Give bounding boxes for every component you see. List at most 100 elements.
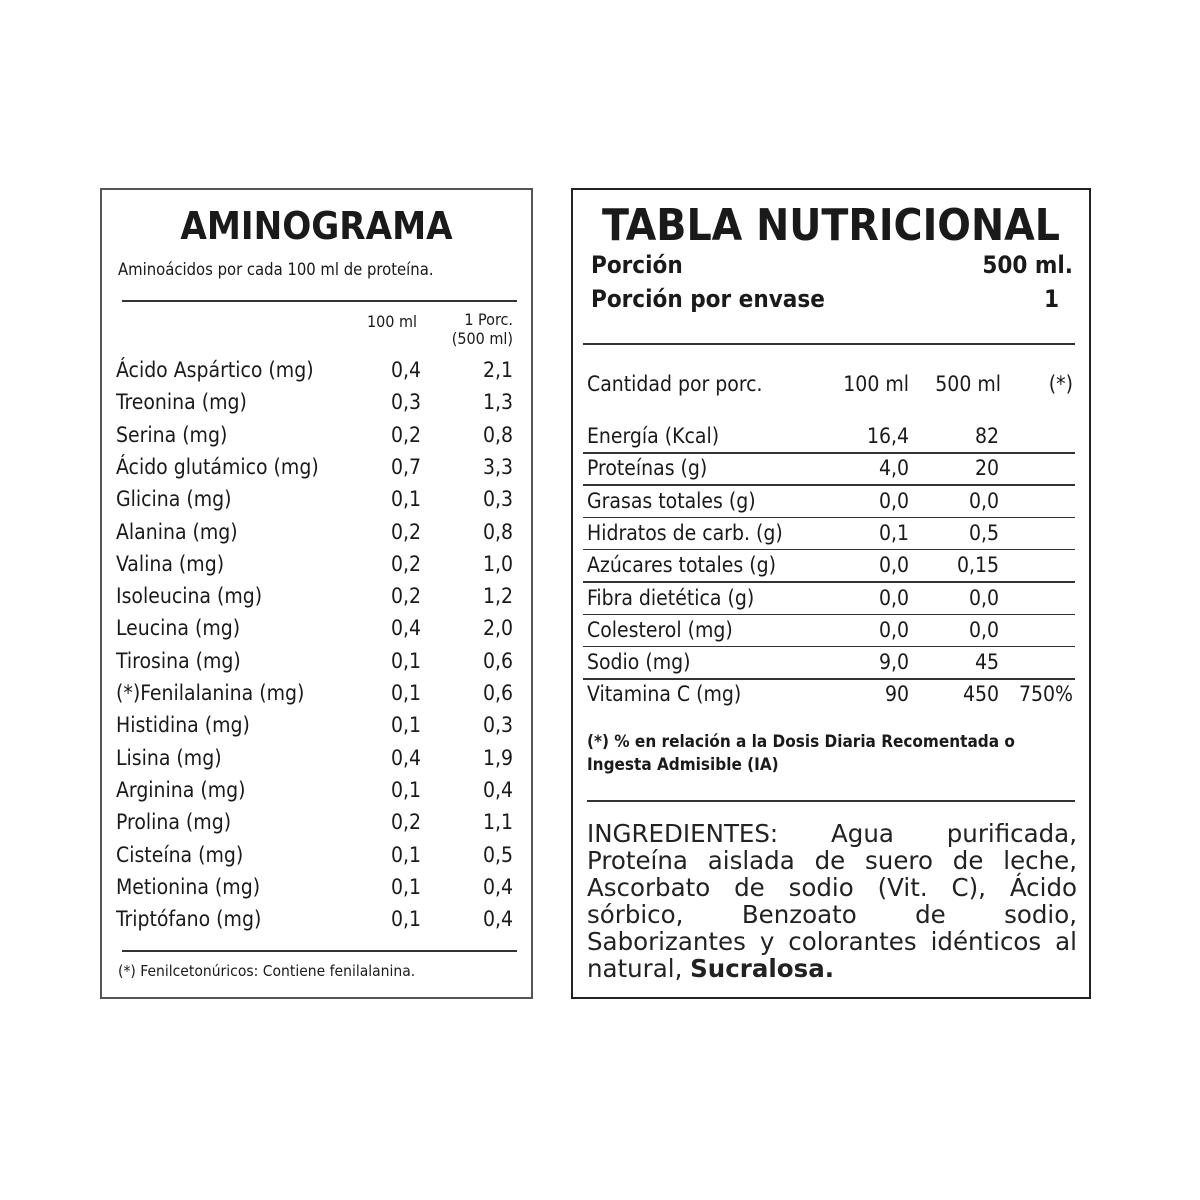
- amino-row: Arginina (mg) 0,1 0,4: [102, 778, 531, 810]
- nutrient-100ml: 0,1: [878, 520, 909, 545]
- amino-100ml: 0,4: [390, 358, 421, 382]
- nutrient-row: Hidratos de carb. (g) 0,1 0,5: [573, 521, 1089, 553]
- amino-100ml: 0,4: [390, 745, 421, 770]
- nutrient-name: Proteínas (g): [587, 456, 708, 481]
- amino-porcion: 2,0: [482, 616, 513, 641]
- amino-row: Prolina (mg) 0,2 1,1: [102, 810, 531, 842]
- tabla-nutricional-panel: TABLA NUTRICIONAL Porción 500 ml. Porció…: [571, 188, 1091, 999]
- amino-100ml: 0,2: [390, 810, 421, 835]
- amino-porcion: 0,3: [482, 487, 513, 512]
- row-divider: [583, 484, 1075, 486]
- amino-name: Treonina (mg): [116, 390, 247, 415]
- amino-porcion: 2,1: [482, 358, 513, 382]
- header-100ml: 100 ml: [843, 372, 909, 396]
- amino-100ml: 0,1: [390, 842, 421, 867]
- amino-porcion: 1,3: [482, 390, 513, 415]
- col-header-porcion-line2: (500 ml): [451, 329, 513, 348]
- amino-porcion: 0,4: [482, 777, 513, 802]
- porcion-label: Porción: [591, 251, 683, 279]
- col-header-100ml: 100 ml: [366, 312, 417, 331]
- nutrient-100ml: 16,4: [866, 424, 909, 448]
- nutrient-name: Sodio (mg): [587, 650, 691, 675]
- nutrient-500ml: 0,0: [968, 617, 999, 642]
- amino-row: Ácido Aspártico (mg) 0,4 2,1: [102, 358, 531, 390]
- amino-row: Metionina (mg) 0,1 0,4: [102, 875, 531, 907]
- nutrient-name: Vitamina C (mg): [587, 682, 742, 707]
- amino-name: Glicina (mg): [116, 487, 232, 512]
- nutrient-100ml: 0,0: [878, 617, 909, 642]
- amino-porcion: 0,8: [482, 422, 513, 447]
- nutricional-title: TABLA NUTRICIONAL: [602, 200, 1060, 251]
- amino-row: Cisteína (mg) 0,1 0,5: [102, 843, 531, 875]
- nutrient-100ml: 0,0: [878, 553, 909, 578]
- porcion-envase-value: 1: [1043, 285, 1059, 313]
- amino-name: Prolina (mg): [116, 810, 232, 835]
- amino-100ml: 0,4: [390, 616, 421, 641]
- amino-porcion: 1,1: [482, 810, 513, 835]
- col-header-porcion: 1 Porc. (500 ml): [452, 310, 513, 348]
- nutrient-name: Energía (Kcal): [587, 424, 720, 448]
- divider: [122, 950, 517, 952]
- nutrient-percent: 750%: [1018, 682, 1073, 707]
- nutrient-row: Grasas totales (g) 0,0 0,0: [573, 489, 1089, 521]
- amino-name: (*)Fenilalanina (mg): [116, 681, 305, 705]
- nutrient-500ml: 0,0: [968, 488, 999, 513]
- divider: [583, 343, 1075, 345]
- header-500ml: 500 ml: [935, 372, 1001, 396]
- amino-row: Treonina (mg) 0,3 1,3: [102, 390, 531, 422]
- amino-row: Alanina (mg) 0,2 0,8: [102, 520, 531, 552]
- amino-100ml: 0,3: [390, 390, 421, 415]
- amino-100ml: 0,1: [390, 874, 421, 899]
- nutrient-500ml: 0,15: [956, 553, 999, 578]
- amino-100ml: 0,1: [390, 648, 421, 673]
- row-divider: [583, 581, 1075, 583]
- nutrient-row: Colesterol (mg) 0,0 0,0: [573, 618, 1089, 650]
- nutrient-100ml: 9,0: [878, 650, 909, 675]
- nutrient-name: Fibra dietética (g): [587, 585, 755, 610]
- amino-porcion: 0,5: [482, 842, 513, 867]
- nutrient-500ml: 450: [962, 682, 999, 707]
- amino-100ml: 0,1: [390, 777, 421, 802]
- amino-name: Arginina (mg): [116, 777, 246, 802]
- amino-100ml: 0,1: [390, 487, 421, 512]
- row-divider: [583, 516, 1075, 519]
- amino-100ml: 0,2: [390, 584, 421, 609]
- header-percent: (*): [1048, 372, 1073, 396]
- amino-name: Valina (mg): [116, 551, 225, 576]
- amino-100ml: 0,2: [390, 551, 421, 576]
- amino-name: Lisina (mg): [116, 745, 222, 770]
- nutrient-500ml: 0,5: [968, 520, 999, 545]
- amino-porcion: 1,2: [482, 584, 513, 609]
- row-divider: [583, 548, 1075, 551]
- amino-row: Histidina (mg) 0,1 0,3: [102, 713, 531, 745]
- nutrient-row: Vitamina C (mg) 90 450 750%: [573, 682, 1089, 714]
- amino-row: Glicina (mg) 0,1 0,3: [102, 487, 531, 519]
- amino-row: (*)Fenilalanina (mg) 0,1 0,6: [102, 681, 531, 713]
- nutrient-name: Hidratos de carb. (g): [587, 520, 783, 545]
- divider: [587, 800, 1075, 802]
- nutricional-footnote: (*) % en relación a la Dosis Diaria Reco…: [587, 731, 1015, 777]
- amino-row: Triptófano (mg) 0,1 0,4: [102, 907, 531, 939]
- amino-100ml: 0,1: [390, 907, 421, 932]
- nutrient-row: Fibra dietética (g) 0,0 0,0: [573, 586, 1089, 618]
- aminograma-title: AMINOGRAMA: [180, 204, 453, 248]
- nutrient-row: Sodio (mg) 9,0 45: [573, 650, 1089, 682]
- amino-name: Triptófano (mg): [116, 907, 262, 932]
- nutrient-500ml: 0,0: [968, 585, 999, 610]
- row-divider: [583, 452, 1075, 454]
- nutrient-name: Colesterol (mg): [587, 617, 733, 642]
- amino-porcion: 0,6: [482, 648, 513, 673]
- divider: [122, 300, 517, 302]
- porcion-value: 500 ml.: [982, 251, 1073, 279]
- amino-row: Isoleucina (mg) 0,2 1,2: [102, 584, 531, 616]
- amino-100ml: 0,2: [390, 519, 421, 544]
- nutrient-100ml: 0,0: [878, 585, 909, 610]
- amino-row: Valina (mg) 0,2 1,0: [102, 552, 531, 584]
- nutrient-500ml: 45: [974, 650, 999, 675]
- nutrient-100ml: 4,0: [878, 456, 909, 481]
- header-cantidad: Cantidad por porc.: [587, 372, 763, 396]
- ingredients-text: INGREDIENTES: Agua purificada, Proteína …: [587, 819, 1077, 983]
- amino-porcion: 3,3: [482, 454, 513, 479]
- amino-name: Isoleucina (mg): [116, 584, 263, 609]
- nutricional-header-row: Cantidad por porc. 100 ml 500 ml (*): [573, 372, 1089, 404]
